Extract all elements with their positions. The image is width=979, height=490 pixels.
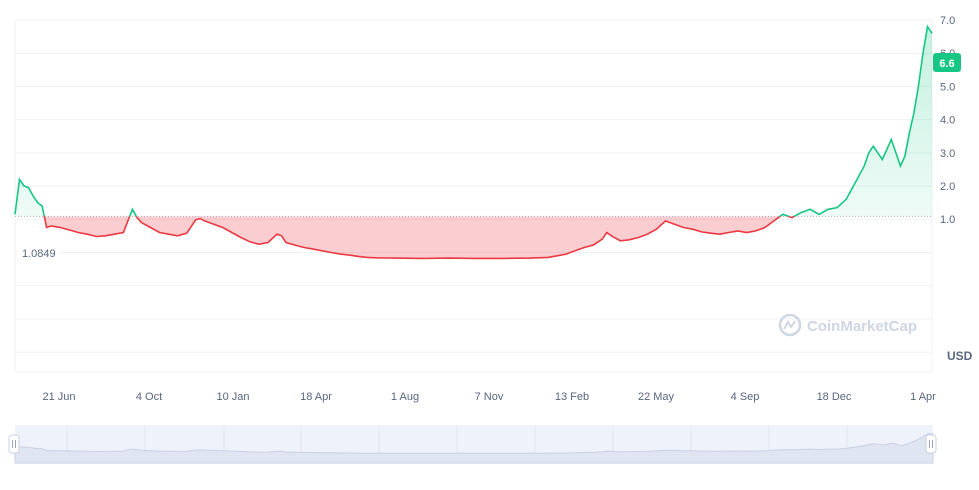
- y-tick-label: 5.0: [940, 81, 955, 93]
- navigator-right-handle[interactable]: [925, 434, 937, 454]
- currency-label: USD: [947, 349, 973, 363]
- y-tick-label: 3.0: [940, 148, 955, 160]
- baseline-value: 1.0849: [22, 248, 56, 260]
- coinmarketcap-logo-wave: [783, 320, 796, 330]
- x-tick-label: 7 Nov: [475, 391, 504, 403]
- navigator-area: [14, 433, 934, 464]
- y-tick-label: 1.0: [940, 214, 955, 226]
- grid-lines: [14, 19, 933, 373]
- area-fill-layer: [15, 26, 932, 259]
- price-line-down: [43, 216, 796, 260]
- x-tick-label: 10 Jan: [216, 391, 249, 403]
- y-tick-label: 7.0: [940, 15, 955, 27]
- x-tick-label: 4 Oct: [136, 391, 162, 403]
- baseline-badge-bg: [16, 245, 60, 262]
- x-tick-label: 18 Apr: [300, 391, 332, 403]
- x-tick-label: 22 May: [638, 391, 675, 403]
- price-line-up: [14, 24, 933, 217]
- x-tick-label: 1 Aug: [391, 391, 419, 403]
- x-tick-label: 4 Sep: [731, 391, 760, 403]
- y-tick-label: 2.0: [940, 181, 955, 193]
- area-below-baseline: [44, 216, 795, 259]
- x-tick-label: 13 Feb: [555, 391, 589, 403]
- current-price-badge-bg: [933, 53, 961, 72]
- baseline-badge: 1.0849: [16, 245, 60, 262]
- navigator-left-handle[interactable]: [8, 434, 20, 454]
- current-price-badge: 6.6: [933, 53, 961, 72]
- y-axis: 1.02.03.04.05.06.07.0: [940, 15, 955, 226]
- range-navigator[interactable]: [8, 425, 937, 464]
- watermark: CoinMarketCap: [778, 313, 917, 337]
- x-tick-label: 18 Dec: [817, 391, 852, 403]
- coinmarketcap-logo-icon: [778, 313, 802, 337]
- x-axis: 21 Jun 4 Oct 10 Jan 18 Apr 1 Aug 7 Nov 13 Feb 2…: [42, 391, 936, 403]
- price-line-layer: [14, 24, 933, 260]
- y-tick-label: 4.0: [940, 115, 955, 127]
- current-price-value: 6.6: [939, 58, 954, 70]
- x-tick-label: 21 Jun: [42, 391, 75, 403]
- watermark-text: CoinMarketCap: [807, 318, 917, 335]
- x-tick-label: 1 Apr: [910, 391, 936, 403]
